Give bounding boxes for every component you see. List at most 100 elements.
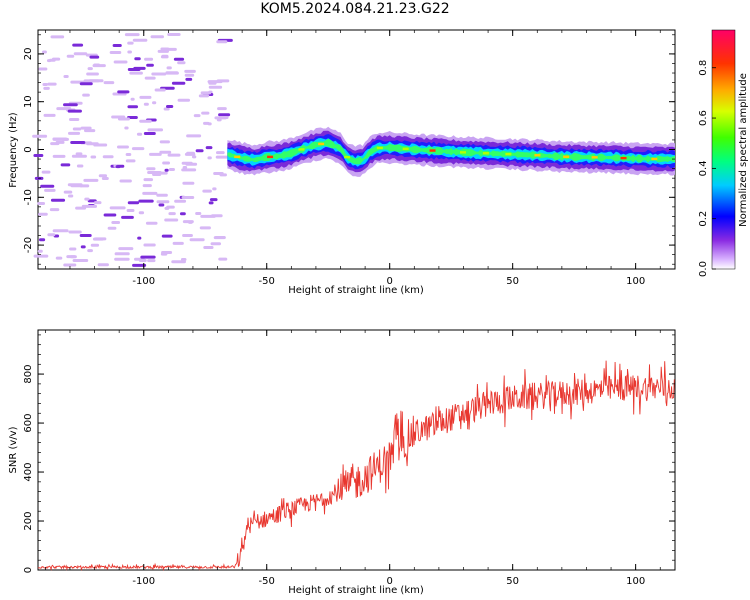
noise-blob: [69, 118, 80, 122]
noise-blob: [159, 150, 172, 154]
noise-blob: [111, 221, 121, 225]
noise-blob: [145, 221, 158, 225]
noise-blob: [182, 166, 188, 170]
noise-blob: [52, 229, 69, 233]
noise-blob: [68, 131, 81, 135]
noise-blob: [94, 237, 107, 241]
noise-blob: [67, 109, 82, 113]
y-tick-label: -10: [23, 189, 34, 205]
signal-peak: [482, 152, 489, 155]
noise-blob: [184, 69, 196, 73]
noise-blob: [63, 74, 69, 78]
noise-blob: [179, 212, 186, 216]
noise-blob: [208, 201, 214, 205]
colorbar-tick-label: 0.4: [698, 160, 709, 176]
noise-blob: [191, 155, 197, 159]
noise-blob: [136, 132, 143, 136]
signal-peak: [651, 157, 658, 161]
noise-blob: [124, 126, 129, 130]
noise-blob: [63, 190, 73, 194]
noise-blob: [117, 90, 130, 94]
noise-blob: [32, 134, 48, 138]
noise-blob: [66, 54, 75, 58]
spectrogram-x-axis-label: Height of straight line (km): [288, 285, 424, 296]
noise-blob: [72, 258, 89, 262]
noise-blob: [132, 263, 147, 267]
x-tick-label: -100: [132, 576, 155, 587]
noise-blob: [112, 43, 122, 47]
noise-blob: [50, 198, 66, 202]
noise-blob: [71, 154, 87, 158]
noise-blob: [168, 167, 175, 171]
noise-blob: [138, 211, 145, 215]
noise-blob: [217, 107, 227, 111]
noise-blob: [129, 71, 143, 75]
noise-blob: [184, 73, 195, 77]
noise-blob: [115, 165, 121, 169]
noise-blob: [103, 213, 117, 217]
noise-blob: [142, 191, 158, 195]
noise-blob: [70, 184, 83, 188]
noise-blob: [127, 201, 140, 205]
noise-blob: [146, 63, 154, 67]
noise-blob: [75, 152, 83, 156]
noise-blob: [219, 115, 229, 119]
noise-blob: [200, 91, 212, 95]
noise-blob: [215, 155, 229, 159]
noise-blob: [162, 161, 171, 165]
noise-blob: [125, 152, 132, 156]
noise-blob: [90, 243, 100, 247]
x-tick-label: 100: [626, 576, 645, 587]
noise-blob: [210, 214, 223, 218]
x-tick-label: 50: [506, 576, 519, 587]
noise-blob: [144, 76, 156, 80]
noise-blob: [142, 184, 152, 188]
noise-blob: [218, 113, 231, 117]
signal-peak: [234, 155, 241, 159]
signal-peak: [505, 152, 512, 156]
noise-blob: [38, 238, 46, 242]
noise-blob: [156, 193, 168, 197]
noise-blob: [55, 140, 65, 144]
noise-blob: [195, 211, 202, 215]
noise-blob: [121, 215, 134, 219]
noise-blob: [40, 184, 55, 188]
spectrogram-y-ticks: -20 -10 0 10 20: [23, 34, 675, 265]
noise-blob: [185, 77, 193, 81]
y-tick-label: 20: [23, 48, 34, 61]
chart-title: KOM5.2024.084.21.23.G22: [260, 1, 450, 17]
noise-blob: [98, 174, 108, 178]
noise-blob: [146, 167, 156, 171]
noise-blob: [198, 94, 210, 98]
y-tick-label: -20: [23, 237, 34, 253]
noise-blob: [174, 199, 187, 203]
noise-blob: [158, 203, 165, 207]
noise-blob: [43, 113, 56, 117]
noise-blob: [207, 80, 223, 84]
noise-blob: [33, 254, 49, 258]
noise-blob: [199, 226, 211, 230]
noise-blob: [119, 179, 132, 183]
noise-blob: [202, 189, 212, 193]
noise-blob: [90, 155, 97, 159]
spectrogram-y-axis-label: Frequency (Hz): [8, 112, 19, 188]
noise-blob: [164, 168, 169, 172]
x-tick-label: 50: [506, 276, 519, 287]
snr-panel: -100 -50 0 50 100 0 200 400 600 800 Height of st…: [8, 329, 676, 596]
noise-blob: [117, 117, 130, 121]
noise-blob: [168, 212, 176, 216]
noise-blob: [161, 54, 169, 58]
noise-blob: [97, 263, 109, 267]
noise-blob: [216, 151, 225, 155]
noise-blob: [160, 252, 168, 256]
noise-blob: [143, 243, 156, 247]
noise-blob: [113, 60, 128, 64]
noise-blob: [143, 178, 154, 182]
noise-blob: [163, 107, 170, 111]
noise-blob: [177, 98, 191, 102]
noise-blob: [138, 259, 147, 263]
noise-blob: [80, 126, 92, 130]
noise-blob: [186, 151, 195, 155]
